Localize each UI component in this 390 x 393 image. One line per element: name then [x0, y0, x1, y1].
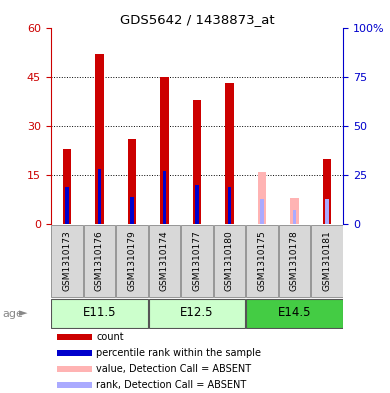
Text: count: count: [96, 332, 124, 342]
Bar: [195, 185, 199, 224]
Bar: [96, 54, 103, 224]
Text: GSM1310174: GSM1310174: [160, 231, 169, 291]
FancyBboxPatch shape: [116, 225, 147, 297]
Text: E11.5: E11.5: [83, 307, 116, 320]
Bar: [63, 149, 71, 224]
Text: value, Detection Call = ABSENT: value, Detection Call = ABSENT: [96, 364, 251, 375]
Text: GSM1310176: GSM1310176: [95, 231, 104, 291]
Text: GSM1310179: GSM1310179: [128, 231, 136, 291]
Text: E14.5: E14.5: [278, 307, 311, 320]
Text: age: age: [2, 309, 23, 319]
Title: GDS5642 / 1438873_at: GDS5642 / 1438873_at: [120, 13, 274, 26]
FancyBboxPatch shape: [214, 225, 245, 297]
Text: GSM1310173: GSM1310173: [62, 231, 71, 291]
Text: GSM1310181: GSM1310181: [323, 231, 332, 291]
Bar: [325, 198, 328, 224]
Bar: [130, 196, 133, 224]
FancyBboxPatch shape: [84, 225, 115, 297]
Text: E12.5: E12.5: [180, 307, 214, 320]
Bar: [291, 198, 298, 224]
Bar: [293, 210, 296, 224]
Text: GSM1310177: GSM1310177: [192, 231, 202, 291]
FancyBboxPatch shape: [57, 366, 92, 372]
Bar: [258, 172, 266, 224]
FancyBboxPatch shape: [149, 299, 245, 328]
FancyBboxPatch shape: [181, 225, 213, 297]
FancyBboxPatch shape: [51, 299, 147, 328]
Bar: [323, 158, 331, 224]
FancyBboxPatch shape: [57, 382, 92, 388]
FancyBboxPatch shape: [246, 299, 342, 328]
Text: ►: ►: [19, 309, 27, 319]
Bar: [228, 187, 231, 224]
FancyBboxPatch shape: [57, 350, 92, 356]
Bar: [98, 169, 101, 224]
Text: percentile rank within the sample: percentile rank within the sample: [96, 348, 261, 358]
Bar: [128, 139, 136, 224]
Bar: [163, 171, 166, 224]
Bar: [193, 99, 201, 224]
Bar: [160, 77, 168, 224]
Text: GSM1310180: GSM1310180: [225, 231, 234, 291]
Text: GSM1310178: GSM1310178: [290, 231, 299, 291]
Text: rank, Detection Call = ABSENT: rank, Detection Call = ABSENT: [96, 380, 246, 391]
FancyBboxPatch shape: [279, 225, 310, 297]
Bar: [66, 187, 69, 224]
FancyBboxPatch shape: [51, 225, 83, 297]
FancyBboxPatch shape: [57, 334, 92, 340]
Text: GSM1310175: GSM1310175: [257, 231, 266, 291]
Bar: [225, 83, 234, 224]
Bar: [325, 198, 328, 224]
FancyBboxPatch shape: [149, 225, 180, 297]
FancyBboxPatch shape: [311, 225, 342, 297]
FancyBboxPatch shape: [246, 225, 278, 297]
Bar: [261, 198, 264, 224]
